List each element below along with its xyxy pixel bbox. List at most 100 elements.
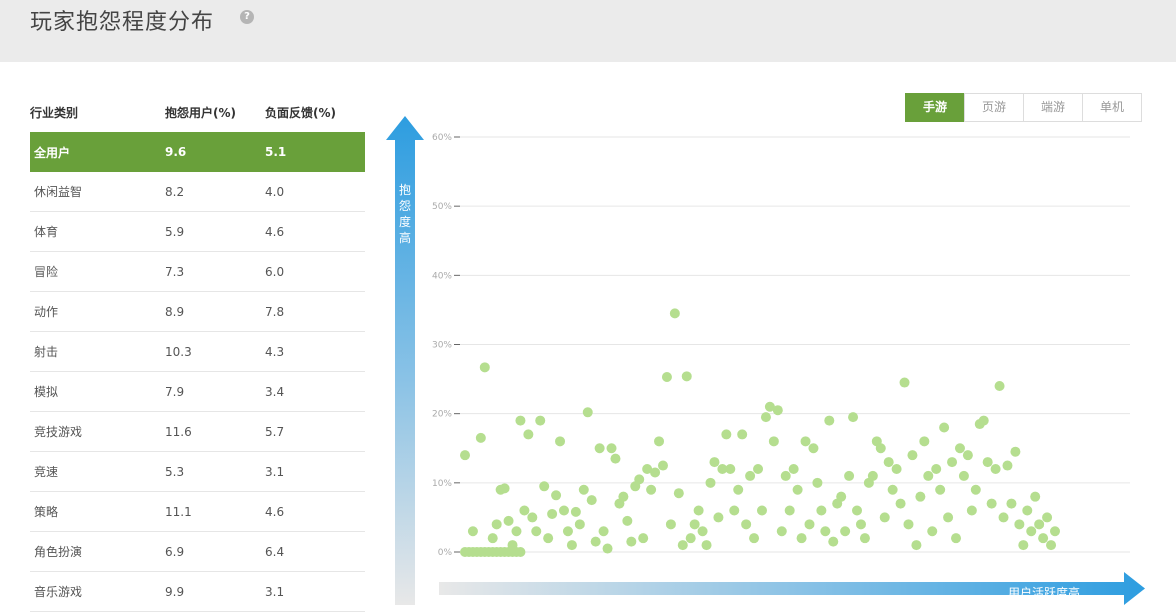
scatter-point[interactable]	[764, 401, 775, 412]
scatter-point[interactable]	[586, 495, 597, 506]
scatter-point[interactable]	[515, 547, 526, 557]
scatter-point[interactable]	[634, 474, 645, 485]
scatter-point[interactable]	[1002, 460, 1013, 471]
scatter-point[interactable]	[689, 519, 700, 530]
table-row[interactable]: 冒险 7.3 6.0	[30, 252, 365, 292]
scatter-point[interactable]	[994, 381, 1005, 391]
scatter-point[interactable]	[947, 457, 958, 468]
scatter-point[interactable]	[768, 436, 779, 447]
scatter-point[interactable]	[555, 436, 566, 447]
scatter-point[interactable]	[784, 505, 795, 516]
scatter-point[interactable]	[927, 526, 938, 537]
scatter-point[interactable]	[507, 540, 518, 551]
scatter-point[interactable]	[475, 432, 486, 443]
scatter-point[interactable]	[1030, 491, 1041, 502]
scatter-point[interactable]	[915, 491, 926, 502]
tab-mobile[interactable]: 手游	[905, 93, 965, 122]
scatter-point[interactable]	[879, 512, 890, 523]
scatter-point[interactable]	[951, 533, 962, 544]
scatter-point[interactable]	[626, 536, 637, 547]
scatter-point[interactable]	[531, 526, 542, 537]
scatter-point[interactable]	[875, 443, 886, 454]
scatter-point[interactable]	[844, 470, 855, 481]
scatter-point[interactable]	[515, 415, 526, 426]
scatter-point[interactable]	[1038, 533, 1049, 544]
scatter-point[interactable]	[681, 371, 692, 382]
scatter-point[interactable]	[919, 436, 930, 447]
scatter-point[interactable]	[467, 526, 478, 537]
tab-standalone[interactable]: 单机	[1082, 93, 1142, 122]
table-row[interactable]: 动作 8.9 7.8	[30, 292, 365, 332]
scatter-point[interactable]	[527, 512, 538, 523]
scatter-point[interactable]	[824, 415, 835, 426]
scatter-point[interactable]	[574, 519, 585, 530]
table-row[interactable]: 策略 11.1 4.6	[30, 492, 365, 532]
scatter-point[interactable]	[776, 526, 787, 537]
scatter-point[interactable]	[460, 450, 470, 461]
scatter-point[interactable]	[859, 533, 870, 544]
scatter-point[interactable]	[499, 483, 510, 494]
scatter-point[interactable]	[1022, 505, 1033, 516]
scatter-point[interactable]	[638, 533, 649, 544]
scatter-point[interactable]	[491, 519, 502, 530]
scatter-point[interactable]	[958, 470, 969, 481]
scatter-point[interactable]	[693, 505, 704, 516]
scatter-point[interactable]	[741, 519, 752, 530]
scatter-point[interactable]	[733, 484, 744, 495]
scatter-point[interactable]	[1046, 540, 1057, 551]
scatter-point[interactable]	[709, 457, 720, 468]
scatter-point[interactable]	[772, 405, 783, 416]
scatter-point[interactable]	[590, 536, 601, 547]
scatter-point[interactable]	[535, 415, 546, 426]
scatter-point[interactable]	[1018, 540, 1029, 551]
scatter-point[interactable]	[669, 308, 680, 319]
scatter-point[interactable]	[705, 477, 716, 488]
scatter-point[interactable]	[990, 464, 1001, 474]
scatter-point[interactable]	[551, 490, 562, 501]
scatter-point[interactable]	[737, 429, 748, 440]
scatter-point[interactable]	[935, 484, 946, 495]
scatter-point[interactable]	[642, 464, 653, 474]
scatter-point[interactable]	[685, 533, 696, 544]
scatter-point[interactable]	[1034, 519, 1045, 530]
scatter-point[interactable]	[519, 505, 530, 516]
scatter-point[interactable]	[1006, 498, 1017, 509]
scatter-point[interactable]	[804, 519, 815, 530]
scatter-point[interactable]	[836, 491, 847, 502]
scatter-point[interactable]	[1050, 526, 1060, 537]
scatter-point[interactable]	[654, 436, 665, 447]
table-row[interactable]: 竞技游戏 11.6 5.7	[30, 412, 365, 452]
scatter-point[interactable]	[677, 540, 688, 551]
scatter-point[interactable]	[816, 505, 827, 516]
scatter-point[interactable]	[848, 412, 859, 423]
scatter-point[interactable]	[721, 429, 732, 440]
scatter-point[interactable]	[840, 526, 851, 537]
help-icon[interactable]: ?	[240, 10, 254, 24]
scatter-point[interactable]	[760, 412, 771, 423]
scatter-point[interactable]	[618, 491, 629, 502]
scatter-point[interactable]	[986, 498, 997, 509]
scatter-point[interactable]	[578, 484, 589, 495]
scatter-point[interactable]	[1014, 519, 1025, 530]
scatter-point[interactable]	[610, 453, 621, 464]
scatter-point[interactable]	[903, 519, 914, 530]
table-row[interactable]: 全用户 9.6 5.1	[30, 132, 365, 172]
scatter-point[interactable]	[487, 533, 498, 544]
scatter-point[interactable]	[622, 515, 633, 526]
table-row[interactable]: 模拟 7.9 3.4	[30, 372, 365, 412]
scatter-point[interactable]	[479, 362, 490, 373]
scatter-point[interactable]	[954, 443, 965, 454]
scatter-point[interactable]	[650, 467, 661, 478]
scatter-point[interactable]	[745, 470, 756, 481]
scatter-point[interactable]	[982, 457, 993, 468]
scatter-point[interactable]	[943, 512, 954, 523]
scatter-point[interactable]	[962, 450, 973, 461]
tab-web[interactable]: 页游	[964, 93, 1024, 122]
scatter-point[interactable]	[780, 470, 791, 481]
scatter-point[interactable]	[661, 372, 672, 383]
scatter-point[interactable]	[800, 436, 811, 447]
scatter-point[interactable]	[911, 540, 922, 551]
scatter-point[interactable]	[701, 540, 712, 551]
scatter-point[interactable]	[812, 477, 823, 488]
scatter-point[interactable]	[558, 505, 569, 516]
